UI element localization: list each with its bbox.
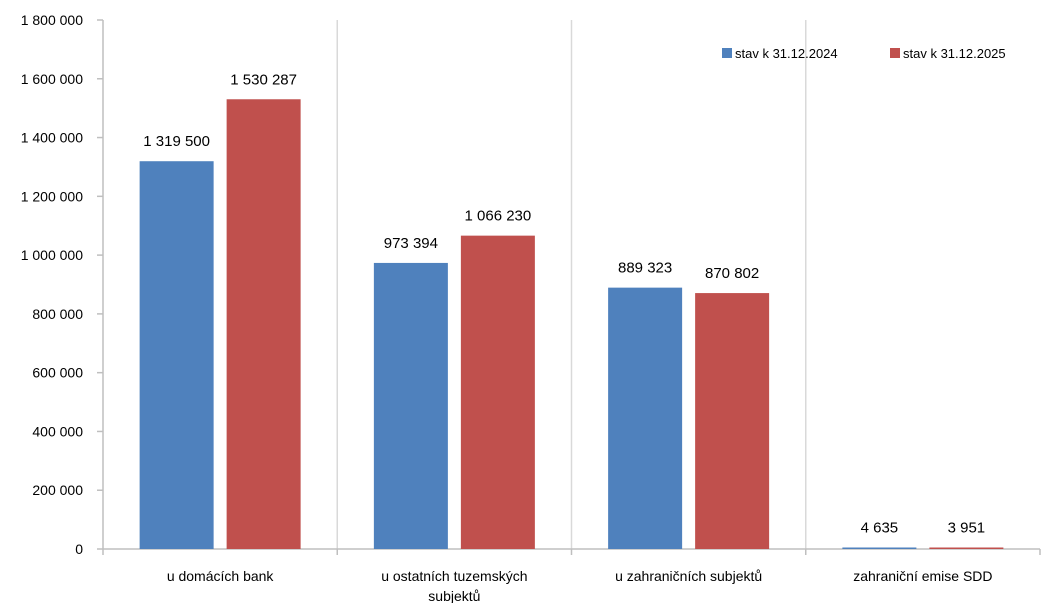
y-tick-label: 1 800 000 <box>21 12 83 28</box>
data-label: 973 394 <box>384 235 438 252</box>
bar[interactable] <box>695 293 770 549</box>
y-tick-label: 0 <box>75 541 83 557</box>
category-label: u ostatních tuzemských <box>381 568 527 584</box>
category-label: zahraniční emise SDD <box>853 568 992 584</box>
y-tick-label: 1 200 000 <box>21 188 83 204</box>
y-tick-label: 200 000 <box>32 482 83 498</box>
data-label: 4 635 <box>861 520 899 537</box>
y-tick-label: 800 000 <box>32 306 83 322</box>
bar[interactable] <box>226 99 301 549</box>
bar[interactable] <box>139 161 214 549</box>
y-tick-label: 600 000 <box>32 365 83 381</box>
y-tick-label: 400 000 <box>32 423 83 439</box>
category-label: subjektů <box>428 588 480 603</box>
bar[interactable] <box>929 547 1004 550</box>
data-label: 870 802 <box>705 265 759 282</box>
data-label: 889 323 <box>618 260 672 277</box>
bar[interactable] <box>460 235 535 549</box>
y-tick-label: 1 600 000 <box>21 71 83 87</box>
legend-label: stav k 31.12.2024 <box>735 46 838 61</box>
y-tick-label: 1 000 000 <box>21 247 83 263</box>
category-label: u domácích bank <box>167 568 275 584</box>
data-label: 1 319 500 <box>143 133 210 150</box>
data-label: 3 951 <box>948 520 986 537</box>
data-label: 1 066 230 <box>465 208 532 225</box>
bar[interactable] <box>373 262 448 549</box>
category-label: u zahraničních subjektů <box>615 568 762 584</box>
legend-label: stav k 31.12.2025 <box>903 46 1006 61</box>
bar[interactable] <box>842 547 917 550</box>
data-label: 1 530 287 <box>230 71 297 88</box>
legend-swatch <box>722 48 732 58</box>
bar[interactable] <box>608 287 683 549</box>
legend-swatch <box>890 48 900 58</box>
y-tick-label: 1 400 000 <box>21 130 83 146</box>
